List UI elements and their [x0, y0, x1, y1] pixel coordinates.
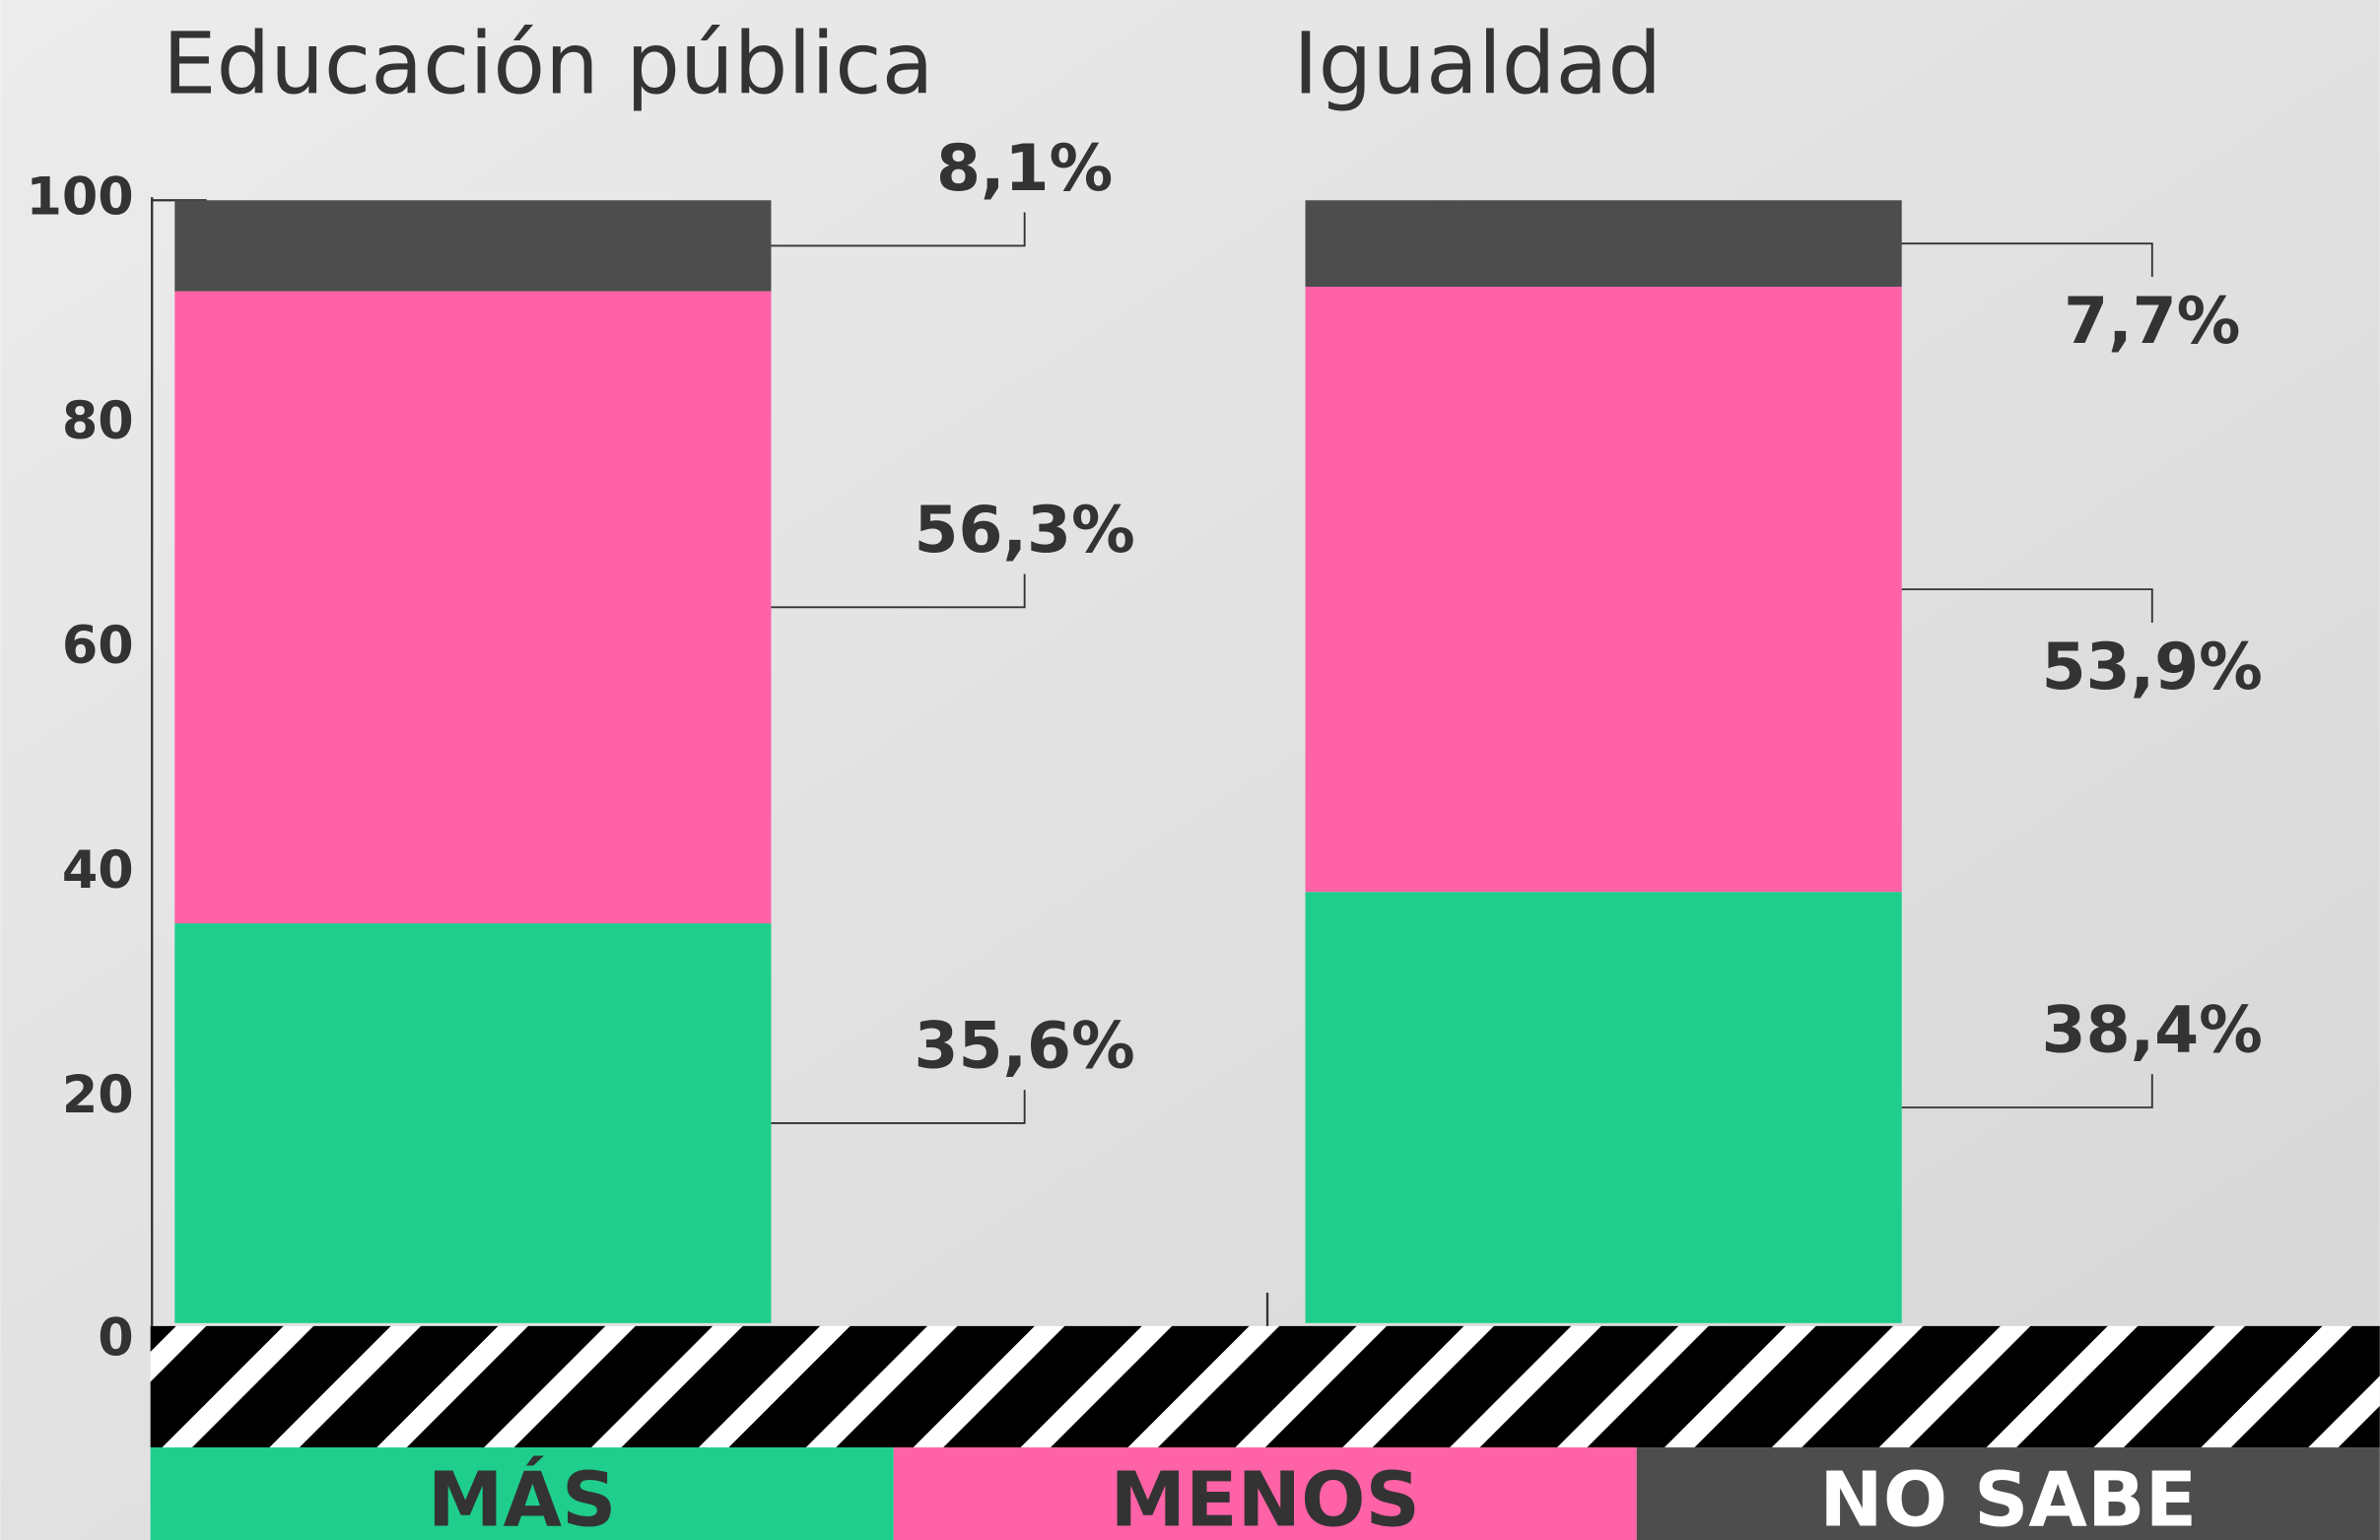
legend-label: NO SABE — [1819, 1457, 2197, 1540]
leader-line — [771, 573, 1026, 609]
legend-label: MENOS — [1110, 1457, 1420, 1540]
leader-line — [771, 212, 1026, 247]
value-label: 56,3% — [914, 494, 1134, 568]
y-tick-label: 60 — [62, 616, 134, 676]
bar-segment — [1305, 200, 1902, 288]
legend-swatch — [893, 1447, 1637, 1540]
bar-segment — [1305, 287, 1902, 893]
legend-label: MÁS — [428, 1456, 617, 1540]
leader-line — [771, 1090, 1026, 1124]
bar-segment — [1305, 892, 1902, 1323]
value-label: 7,7% — [2064, 285, 2240, 359]
leader-line — [1901, 242, 2153, 278]
bar-segment — [174, 923, 772, 1323]
y-tick-label: 0 — [98, 1307, 133, 1368]
bar-segment — [174, 200, 772, 292]
value-label: 35,6% — [914, 1010, 1134, 1084]
legend-swatch — [150, 1447, 894, 1540]
leader-line — [1901, 588, 2153, 623]
category-title: Igualdad — [1293, 15, 1662, 113]
y-tick-label: 40 — [62, 840, 134, 901]
legend-swatch — [1636, 1447, 2380, 1540]
value-label: 8,1% — [936, 132, 1113, 206]
y-tick-label: 80 — [62, 391, 134, 451]
y-tick-label: 20 — [62, 1065, 134, 1125]
bar-segment — [174, 291, 772, 924]
category-title: Educación pública — [163, 15, 934, 113]
stripe-band — [150, 1325, 2380, 1448]
value-label: 53,9% — [2042, 631, 2263, 704]
leader-line — [1901, 1074, 2153, 1108]
value-label: 38,4% — [2042, 994, 2263, 1068]
y-tick-label: 100 — [26, 167, 133, 227]
